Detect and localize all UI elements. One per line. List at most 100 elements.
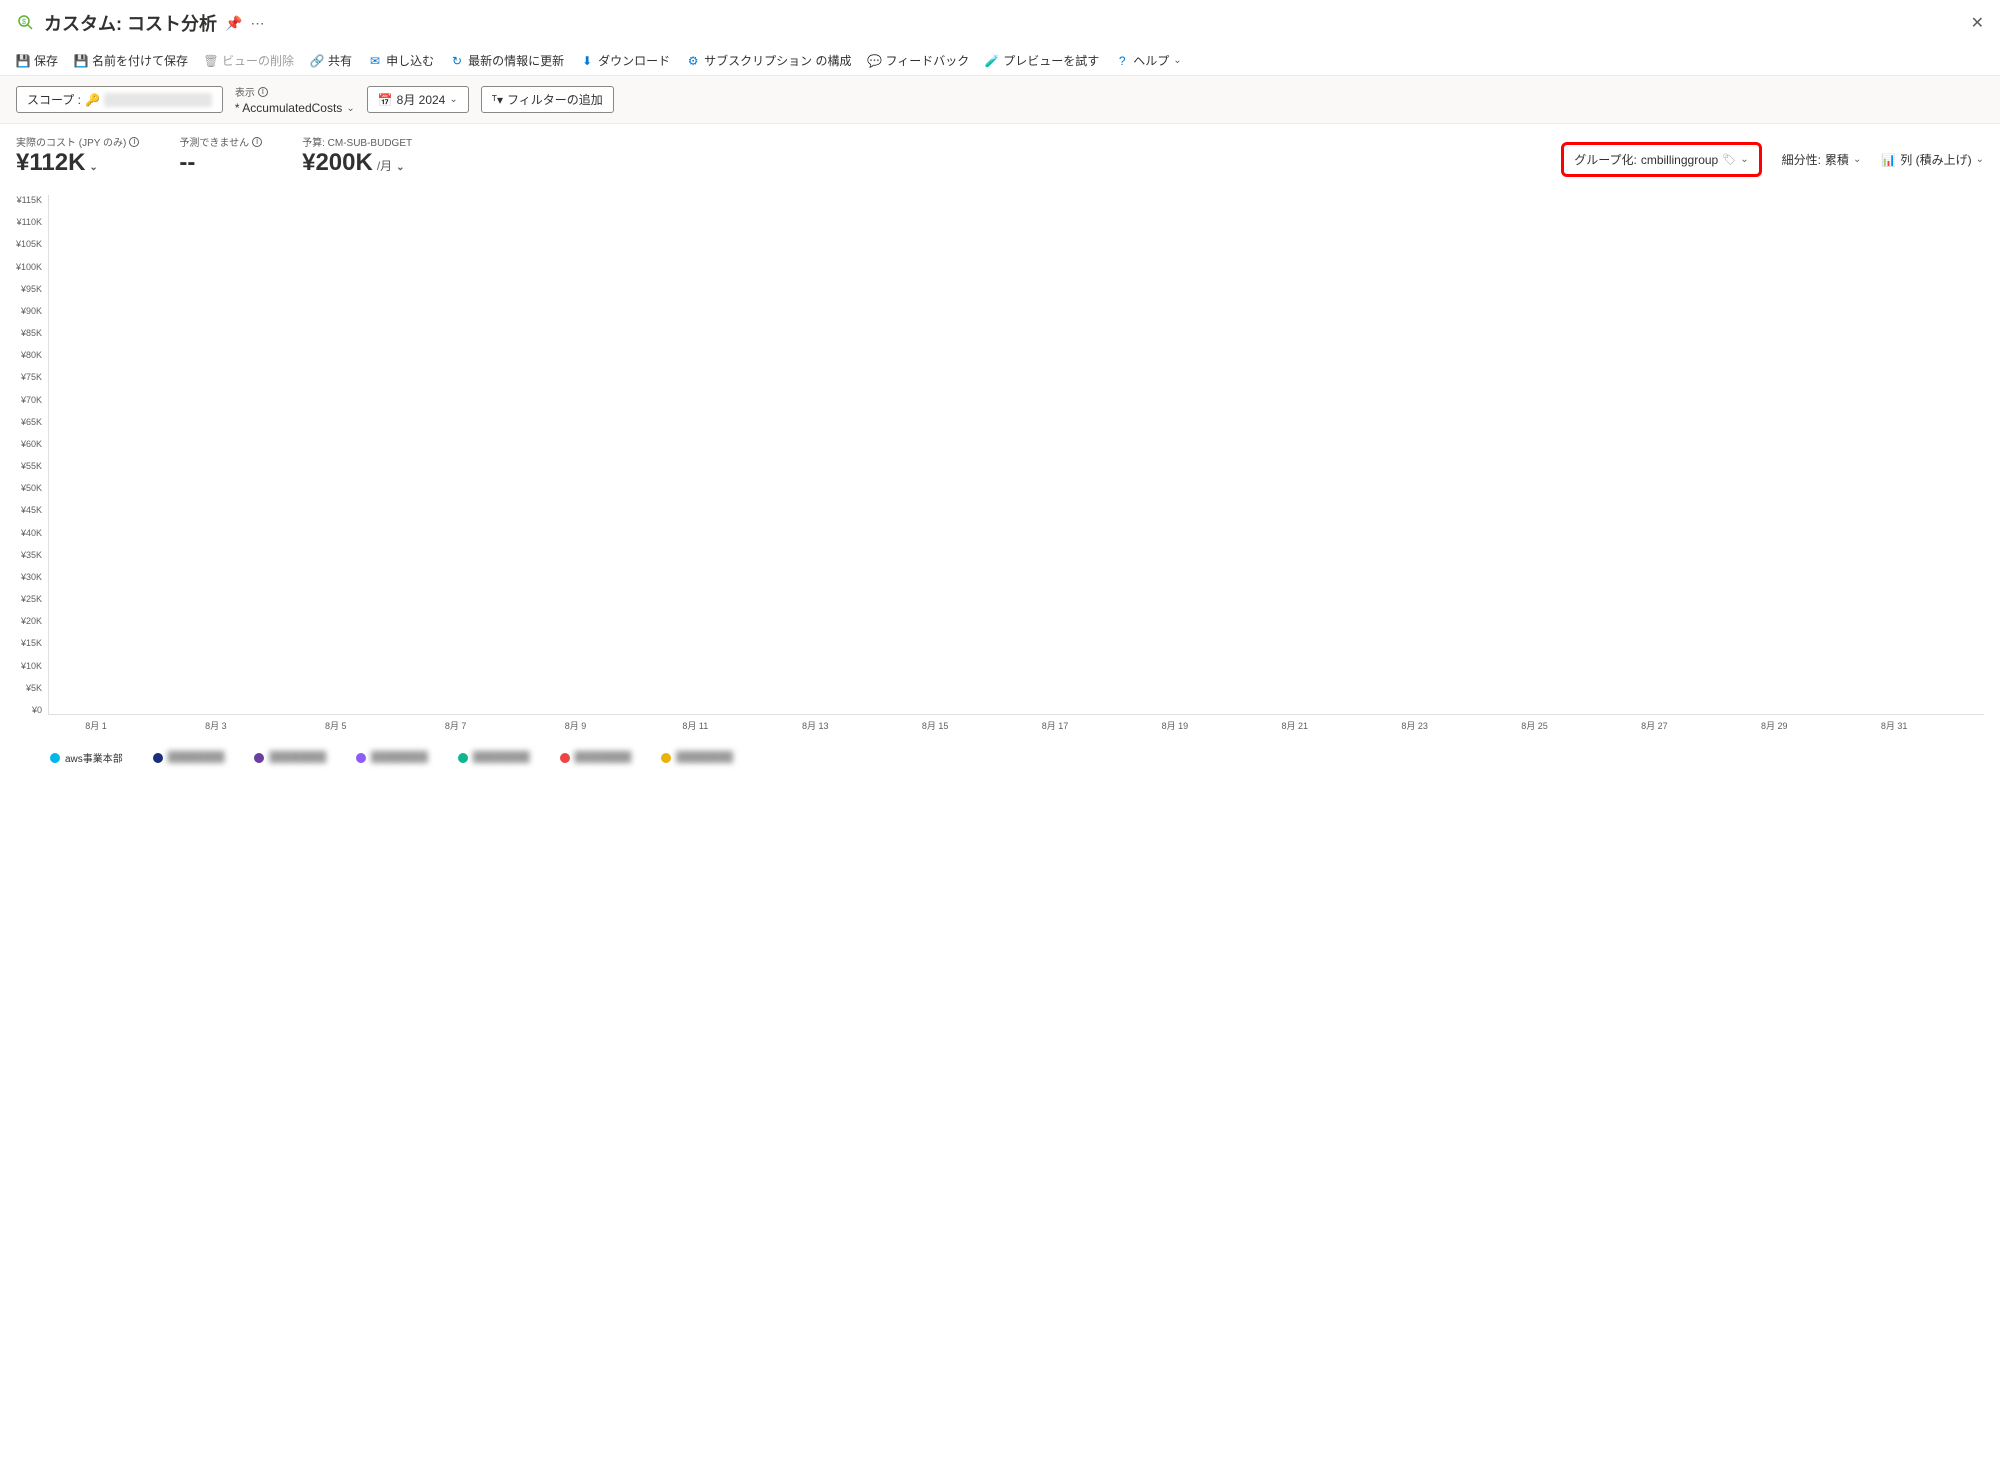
actual-cost-metric: 実際のコスト (JPY のみ)i ¥112K⌄ xyxy=(16,134,139,177)
x-tick: 8月 31 xyxy=(1864,719,1924,732)
group-by-highlight: グループ化: cmbillinggroup 🏷 ⌄ xyxy=(1561,142,1761,177)
page-title: カスタム: コスト分析 xyxy=(44,10,217,36)
chart-type-selector[interactable]: 📊 列 (積み上げ) ⌄ xyxy=(1881,151,1984,168)
x-tick: 8月 7 xyxy=(426,719,486,732)
x-tick: 8月 27 xyxy=(1624,719,1684,732)
x-tick: 8月 11 xyxy=(665,719,725,732)
x-tick: 8月 3 xyxy=(186,719,246,732)
y-tick: ¥30K xyxy=(21,572,42,582)
x-tick: 8月 13 xyxy=(785,719,845,732)
legend-item[interactable]: ████████ xyxy=(356,752,428,763)
y-tick: ¥20K xyxy=(21,616,42,626)
x-tick: 8月 15 xyxy=(905,719,965,732)
filter-icon: ᵀ▾ xyxy=(492,93,503,107)
calendar-icon: 📅 xyxy=(378,93,393,107)
legend-item[interactable]: ████████ xyxy=(153,752,225,763)
legend-swatch xyxy=(661,753,671,763)
chevron-down-icon: ⌄ xyxy=(449,94,457,105)
y-tick: ¥55K xyxy=(21,461,42,471)
chart-container: ¥115K¥110K¥105K¥100K¥95K¥90K¥85K¥80K¥75K… xyxy=(0,187,2000,742)
legend-item[interactable]: ████████ xyxy=(560,752,632,763)
x-tick: 8月 29 xyxy=(1744,719,1804,732)
share-button[interactable]: 🔗共有 xyxy=(310,52,352,69)
y-tick: ¥5K xyxy=(26,683,42,693)
refresh-icon: ↻ xyxy=(450,54,464,68)
gear-icon: ⚙ xyxy=(686,54,700,68)
legend-swatch xyxy=(560,753,570,763)
page-header: $ カスタム: コスト分析 📌 ⋯ ✕ xyxy=(0,0,2000,46)
close-icon[interactable]: ✕ xyxy=(1971,13,1984,33)
y-tick: ¥115K xyxy=(17,195,42,205)
y-tick: ¥100K xyxy=(16,262,42,272)
y-tick: ¥90K xyxy=(21,306,42,316)
save-as-button[interactable]: 💾名前を付けて保存 xyxy=(74,52,188,69)
x-tick: 8月 25 xyxy=(1505,719,1565,732)
apply-button[interactable]: ✉申し込む xyxy=(368,52,434,69)
legend-label: ████████ xyxy=(168,752,225,763)
tag-icon: 🏷 xyxy=(1722,153,1736,166)
save-as-icon: 💾 xyxy=(74,54,88,68)
legend-swatch xyxy=(458,753,468,763)
preview-button[interactable]: 🧪プレビューを試す xyxy=(985,52,1099,69)
legend-label: ████████ xyxy=(676,752,733,763)
filters-row: スコープ : 🔑 ████████ 表示i * AccumulatedCosts… xyxy=(0,76,2000,124)
scope-value: ████████ xyxy=(104,93,212,107)
y-tick: ¥85K xyxy=(21,328,42,338)
legend-swatch xyxy=(153,753,163,763)
x-tick: 8月 23 xyxy=(1385,719,1445,732)
budget-metric: 予算: CM-SUB-BUDGET ¥200K/月⌄ xyxy=(302,134,412,177)
y-tick: ¥10K xyxy=(21,661,42,671)
scope-selector[interactable]: スコープ : 🔑 ████████ xyxy=(16,86,223,113)
y-tick: ¥50K xyxy=(21,483,42,493)
help-button[interactable]: ?ヘルプ⌄ xyxy=(1115,52,1181,69)
x-tick: 8月 19 xyxy=(1145,719,1205,732)
chevron-down-icon[interactable]: ⌄ xyxy=(396,162,404,173)
y-tick: ¥45K xyxy=(21,505,42,515)
chart-controls: グループ化: cmbillinggroup 🏷 ⌄ 細分性: 累積 ⌄ 📊 列 … xyxy=(1561,142,1984,177)
y-tick: ¥65K xyxy=(21,417,42,427)
legend-item[interactable]: aws事業本部 xyxy=(50,750,123,765)
refresh-button[interactable]: ↻最新の情報に更新 xyxy=(450,52,564,69)
legend-label: ████████ xyxy=(371,752,428,763)
metrics-row: 実際のコスト (JPY のみ)i ¥112K⌄ 予測できませんi -- 予算: … xyxy=(0,124,2000,187)
y-tick: ¥75K xyxy=(21,372,42,382)
scope-label: スコープ : xyxy=(27,91,81,108)
cost-analysis-icon: $ xyxy=(16,13,36,33)
y-tick: ¥15K xyxy=(21,638,42,648)
date-selector[interactable]: 📅 8月 2024 ⌄ xyxy=(367,86,469,113)
pin-icon[interactable]: 📌 xyxy=(225,15,242,32)
y-tick: ¥70K xyxy=(21,395,42,405)
download-button[interactable]: ⬇ダウンロード xyxy=(580,52,670,69)
y-tick: ¥0 xyxy=(32,705,42,715)
legend: aws事業本部 ████████ ████████ ████████ ████████ █… xyxy=(0,742,2000,773)
y-tick: ¥80K xyxy=(21,350,42,360)
flask-icon: 🧪 xyxy=(985,54,999,68)
legend-label: ████████ xyxy=(575,752,632,763)
y-tick: ¥105K xyxy=(16,239,42,249)
add-filter-button[interactable]: ᵀ▾ フィルターの追加 xyxy=(481,86,614,113)
save-icon: 💾 xyxy=(16,54,30,68)
legend-item[interactable]: ████████ xyxy=(661,752,733,763)
legend-item[interactable]: ████████ xyxy=(254,752,326,763)
legend-item[interactable]: ████████ xyxy=(458,752,530,763)
chevron-down-icon[interactable]: ⌄ xyxy=(89,162,97,173)
group-by-selector[interactable]: グループ化: cmbillinggroup 🏷 ⌄ xyxy=(1574,151,1748,168)
x-tick: 8月 17 xyxy=(1025,719,1085,732)
feedback-button[interactable]: 💬フィードバック xyxy=(867,52,969,69)
chevron-down-icon: ⌄ xyxy=(1173,55,1181,66)
legend-swatch xyxy=(50,753,60,763)
share-icon: 🔗 xyxy=(310,54,324,68)
granularity-selector[interactable]: 細分性: 累積 ⌄ xyxy=(1782,151,1862,168)
svg-text:$: $ xyxy=(22,19,26,26)
y-tick: ¥110K xyxy=(17,217,42,227)
info-icon: i xyxy=(129,137,139,147)
chevron-down-icon: ⌄ xyxy=(1976,154,1984,165)
display-selector[interactable]: 表示i * AccumulatedCosts⌄ xyxy=(235,84,355,115)
legend-label: aws事業本部 xyxy=(65,750,123,765)
subscription-button[interactable]: ⚙サブスクリプション の構成 xyxy=(686,52,851,69)
save-button[interactable]: 💾保存 xyxy=(16,52,58,69)
delete-view-button: 🗑ビューの削除 xyxy=(204,52,294,69)
y-tick: ¥40K xyxy=(21,528,42,538)
more-icon[interactable]: ⋯ xyxy=(250,15,264,32)
info-icon: i xyxy=(252,137,262,147)
